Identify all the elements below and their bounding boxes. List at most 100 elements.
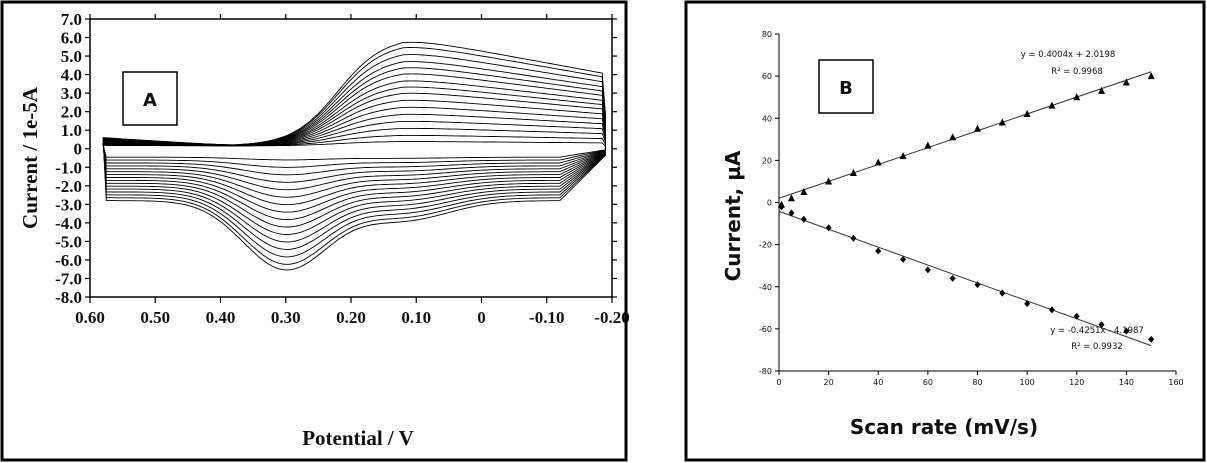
panel-b-point-anodic: [874, 158, 882, 166]
panel-b-label: B: [839, 78, 853, 99]
panel-a-y-tick-label: 2.0: [61, 103, 82, 122]
panel-b-point-cathodic: [825, 224, 832, 232]
panel-b-y-tick-label: 60: [762, 72, 772, 81]
panel-a-x-tick-label: 0.10: [401, 308, 431, 327]
panel-b-point-cathodic: [1123, 327, 1130, 335]
panel-b-point-cathodic: [875, 247, 882, 255]
panel-b-point-cathodic: [1048, 306, 1055, 314]
panel-a-y-tick-label: -8.0: [55, 288, 82, 307]
panel-b-point-cathodic: [1024, 300, 1031, 308]
panel-b-y-tick-label: -20: [759, 241, 772, 250]
panel-a-cv-curve: [102, 41, 606, 271]
panel-a-y-axis-label: Current / 1e-5A: [18, 86, 42, 229]
panel-b-scan-rate-plot: 80 60 40 20 0 -20 -40 -60 -80 0 20 40 60 80 100 120 140 1…: [684, 0, 1206, 462]
panel-b-x-tick-label: 0: [776, 378, 781, 387]
panel-b-point-cathodic: [778, 203, 785, 211]
panel-b-tick-labels: 80 60 40 20 0 -20 -40 -60 -80 0 20 40 60 80 100 120 140 1…: [759, 30, 1184, 387]
panel-a-y-tick-label: 4.0: [61, 66, 82, 85]
panel-b-fit-equation-cathodic: y = -0.4251x - 4.1987: [1050, 326, 1144, 336]
panel-a-axis-ticks: [85, 14, 617, 303]
panel-a-x-tick-label: 0.60: [75, 308, 105, 327]
panel-b-fit-r2-cathodic: R² = 0.9932: [1071, 342, 1123, 352]
panel-b-point-anodic: [787, 194, 795, 202]
panel-b-point-anodic: [974, 124, 981, 132]
panel-b-point-cathodic: [949, 274, 956, 282]
panel-b-trendlines: [778, 71, 1152, 347]
panel-b-point-anodic: [924, 141, 932, 149]
panel-a-x-tick-label: 0.30: [271, 308, 301, 327]
panel-b-axes: [775, 33, 1177, 375]
panel-b-x-tick-label: 120: [1069, 378, 1084, 387]
panel-a-voltammogram-curves: [102, 41, 606, 271]
panel-a-x-tick-label: -0.10: [529, 308, 564, 327]
panel-a-x-tick-label: -0.20: [594, 308, 629, 327]
panel-b-y-tick-label: -60: [759, 325, 772, 334]
panel-a-y-tick-label: 6.0: [61, 29, 82, 48]
panel-b-point-anodic: [1023, 110, 1031, 118]
panel-a-x-tick-label: 0: [477, 308, 486, 327]
panel-b-y-tick-label: -80: [759, 367, 772, 376]
panel-b-point-anodic: [1048, 101, 1056, 109]
panel-b-y-tick-label: 80: [762, 30, 772, 39]
panel-a-y-tick-label: 0: [74, 140, 83, 159]
panel-a-y-tick-label: -4.0: [55, 214, 82, 233]
panel-b-point-anodic: [949, 133, 957, 141]
panel-b-point-anodic: [1122, 78, 1130, 86]
panel-a-y-tick-label: -7.0: [55, 269, 82, 288]
panel-b-point-anodic: [899, 152, 907, 160]
panel-a-x-tick-label: 0.40: [206, 308, 236, 327]
panel-b-label-box: [818, 59, 874, 114]
panel-b-y-tick-label: -40: [759, 283, 772, 292]
panel-a-y-tick-label: 3.0: [61, 84, 82, 103]
panel-b-x-tick-label: 60: [923, 378, 933, 387]
panel-a-x-axis-label: Potential / V: [302, 426, 414, 450]
panel-b-point-cathodic: [800, 215, 807, 223]
panel-b-y-tick-label: 0: [767, 199, 772, 208]
panel-b-x-tick-label: 40: [873, 378, 883, 387]
panel-b-fit-r2-anodic: R² = 0.9968: [1051, 67, 1103, 77]
panel-a-label: A: [143, 90, 157, 111]
panel-b-x-tick-label: 100: [1019, 378, 1034, 387]
panel-a-x-tick-label: 0.50: [140, 308, 170, 327]
panel-b-trendline: [778, 71, 1152, 199]
panel-b-point-cathodic: [1148, 335, 1155, 343]
panel-a-tick-labels: 7.06.05.04.03.02.01.00-1.0-2.0-3.0-4.0-5…: [55, 10, 630, 327]
panel-b-x-tick-label: 160: [1168, 378, 1183, 387]
panel-b-data-points: [777, 72, 1155, 343]
panel-b-x-tick-label: 80: [972, 378, 982, 387]
panel-b-point-cathodic: [1073, 312, 1080, 320]
panel-b-frame: [684, 0, 1206, 462]
panel-a-y-tick-label: -5.0: [55, 232, 82, 251]
panel-b-point-anodic: [1147, 72, 1155, 80]
panel-a-cyclic-voltammogram: 7.06.05.04.03.02.01.00-1.0-2.0-3.0-4.0-5…: [0, 0, 630, 462]
panel-b-point-anodic: [1073, 93, 1081, 101]
panel-b-point-cathodic: [974, 281, 981, 289]
panel-b-y-tick-label: 20: [762, 156, 772, 165]
panel-a-y-tick-label: 7.0: [61, 10, 82, 29]
panel-a-y-tick-label: -1.0: [55, 158, 82, 177]
panel-a-frame: [0, 0, 628, 462]
panel-b-trendline: [778, 210, 1152, 347]
panel-b-point-cathodic: [788, 209, 795, 217]
panel-b-point-cathodic: [1098, 321, 1105, 329]
panel-b-point-cathodic: [900, 255, 907, 263]
panel-b-point-anodic: [825, 177, 833, 185]
panel-a-y-tick-label: -6.0: [55, 251, 82, 270]
panel-a-x-tick-label: 0.20: [336, 308, 366, 327]
panel-b-x-axis-label: Scan rate (mV/s): [850, 415, 1038, 439]
panel-a-y-tick-label: 5.0: [61, 47, 82, 66]
panel-a-y-tick-label: -3.0: [55, 195, 82, 214]
panel-b-point-cathodic: [850, 234, 857, 242]
panel-b-y-tick-label: 40: [762, 114, 772, 123]
panel-b-x-tick-label: 20: [824, 378, 834, 387]
panel-b-y-axis-label: Current, µA: [721, 150, 745, 281]
panel-b-point-anodic: [800, 187, 808, 195]
panel-b-fit-equation-anodic: y = 0.4004x + 2.0198: [1021, 50, 1116, 60]
panel-b-point-anodic: [849, 169, 857, 177]
panel-b-point-cathodic: [999, 289, 1006, 297]
panel-a-y-tick-label: -2.0: [55, 177, 82, 196]
panel-a-y-tick-label: 1.0: [61, 121, 82, 140]
panel-b-point-cathodic: [924, 266, 931, 274]
panel-b-point-anodic: [1098, 86, 1106, 94]
